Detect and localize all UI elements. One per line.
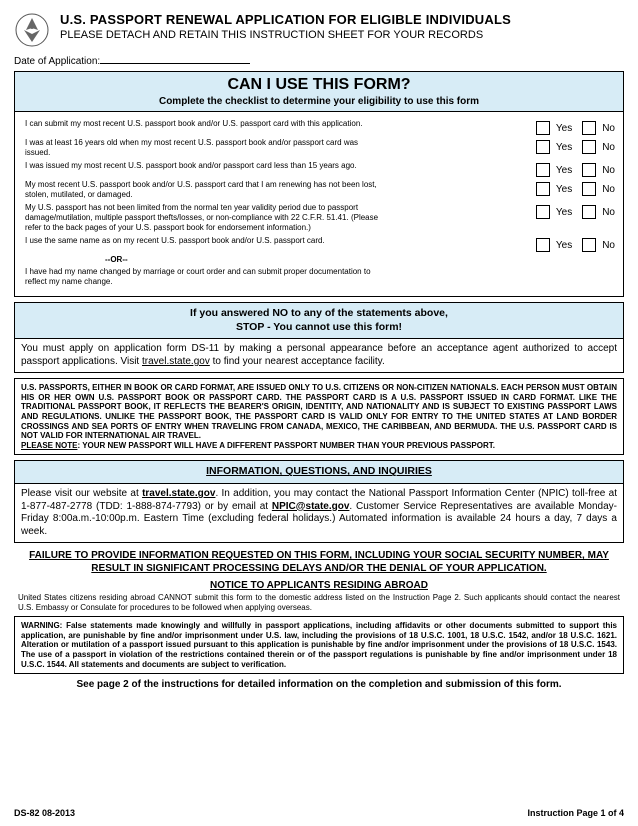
- stop-line1: If you answered NO to any of the stateme…: [190, 307, 448, 319]
- stop-line2: STOP - You cannot use this form!: [236, 321, 402, 333]
- page-number: Instruction Page 1 of 4: [527, 808, 624, 818]
- checkbox-yes[interactable]: [536, 238, 550, 252]
- travel-link[interactable]: travel.state.gov: [142, 488, 215, 499]
- info-box: INFORMATION, QUESTIONS, AND INQUIRIES Pl…: [14, 460, 624, 543]
- question-row: My U.S. passport has not been limited fr…: [25, 203, 615, 233]
- format-body: U.S. PASSPORTS, EITHER IN BOOK OR CARD F…: [15, 379, 623, 454]
- date-label: Date of Application:: [14, 56, 100, 67]
- form-number: DS-82 08-2013: [14, 808, 75, 818]
- question-row: I can submit my most recent U.S. passpor…: [25, 119, 615, 135]
- checkbox-no[interactable]: [582, 238, 596, 252]
- travel-link[interactable]: travel.state.gov: [142, 356, 210, 367]
- info-body: Please visit our website at travel.state…: [15, 484, 623, 542]
- checkbox-no[interactable]: [582, 182, 596, 196]
- footer: DS-82 08-2013 Instruction Page 1 of 4: [14, 808, 624, 818]
- date-input-line[interactable]: [100, 54, 250, 64]
- checkbox-yes[interactable]: [536, 140, 550, 154]
- checkbox-no[interactable]: [582, 205, 596, 219]
- warning-box: WARNING: False statements made knowingly…: [14, 616, 624, 674]
- question-text: I was issued my most recent U.S. passpor…: [25, 161, 385, 171]
- question-row: I was at least 16 years old when my most…: [25, 138, 615, 158]
- abroad-text: United States citizens residing abroad C…: [18, 593, 620, 612]
- eligibility-head: CAN I USE THIS FORM? Complete the checkl…: [15, 72, 623, 112]
- abroad-head: NOTICE TO APPLICANTS RESIDING ABROAD: [14, 580, 624, 591]
- question-text: My most recent U.S. passport book and/or…: [25, 180, 385, 200]
- us-seal-icon: [14, 12, 50, 48]
- please-note-label: PLEASE NOTE: [21, 441, 77, 450]
- checklist: I can submit my most recent U.S. passpor…: [15, 112, 623, 296]
- header: U.S. PASSPORT RENEWAL APPLICATION FOR EL…: [14, 12, 624, 48]
- checkbox-yes[interactable]: [536, 121, 550, 135]
- page: U.S. PASSPORT RENEWAL APPLICATION FOR EL…: [0, 0, 638, 826]
- checkbox-no[interactable]: [582, 121, 596, 135]
- stop-box: If you answered NO to any of the stateme…: [14, 302, 624, 373]
- question-row: I was issued my most recent U.S. passpor…: [25, 161, 615, 177]
- question-row: I use the same name as on my recent U.S.…: [25, 236, 615, 252]
- page-subtitle: PLEASE DETACH AND RETAIN THIS INSTRUCTIO…: [60, 29, 511, 41]
- info-head: INFORMATION, QUESTIONS, AND INQUIRIES: [15, 461, 623, 484]
- eligibility-box: CAN I USE THIS FORM? Complete the checkl…: [14, 71, 624, 297]
- see-page-2: See page 2 of the instructions for detai…: [14, 679, 624, 690]
- email-link[interactable]: NPIC@state.gov: [272, 501, 350, 512]
- format-box: U.S. PASSPORTS, EITHER IN BOOK OR CARD F…: [14, 378, 624, 455]
- header-text: U.S. PASSPORT RENEWAL APPLICATION FOR EL…: [60, 12, 511, 41]
- date-of-application: Date of Application:: [14, 54, 624, 67]
- yes-label: Yes: [556, 123, 572, 134]
- eligibility-title: CAN I USE THIS FORM?: [21, 76, 617, 94]
- eligibility-subtitle: Complete the checklist to determine your…: [21, 96, 617, 107]
- stop-body: You must apply on application form DS-11…: [15, 339, 623, 372]
- stop-head: If you answered NO to any of the stateme…: [15, 303, 623, 339]
- failure-notice: FAILURE TO PROVIDE INFORMATION REQUESTED…: [14, 549, 624, 575]
- question-text: I use the same name as on my recent U.S.…: [25, 236, 385, 246]
- or-separator: --OR--: [105, 255, 615, 264]
- question-options: Yes No: [536, 119, 615, 135]
- checkbox-yes[interactable]: [536, 182, 550, 196]
- question-row: My most recent U.S. passport book and/or…: [25, 180, 615, 200]
- checkbox-yes[interactable]: [536, 205, 550, 219]
- question-text: I can submit my most recent U.S. passpor…: [25, 119, 385, 129]
- question-text: My U.S. passport has not been limited fr…: [25, 203, 385, 233]
- checkbox-no[interactable]: [582, 140, 596, 154]
- question-text: I was at least 16 years old when my most…: [25, 138, 385, 158]
- checkbox-no[interactable]: [582, 163, 596, 177]
- no-label: No: [602, 123, 615, 134]
- page-title: U.S. PASSPORT RENEWAL APPLICATION FOR EL…: [60, 12, 511, 27]
- question-text: I have had my name changed by marriage o…: [25, 267, 385, 287]
- question-row-post-or: I have had my name changed by marriage o…: [25, 267, 615, 287]
- checkbox-yes[interactable]: [536, 163, 550, 177]
